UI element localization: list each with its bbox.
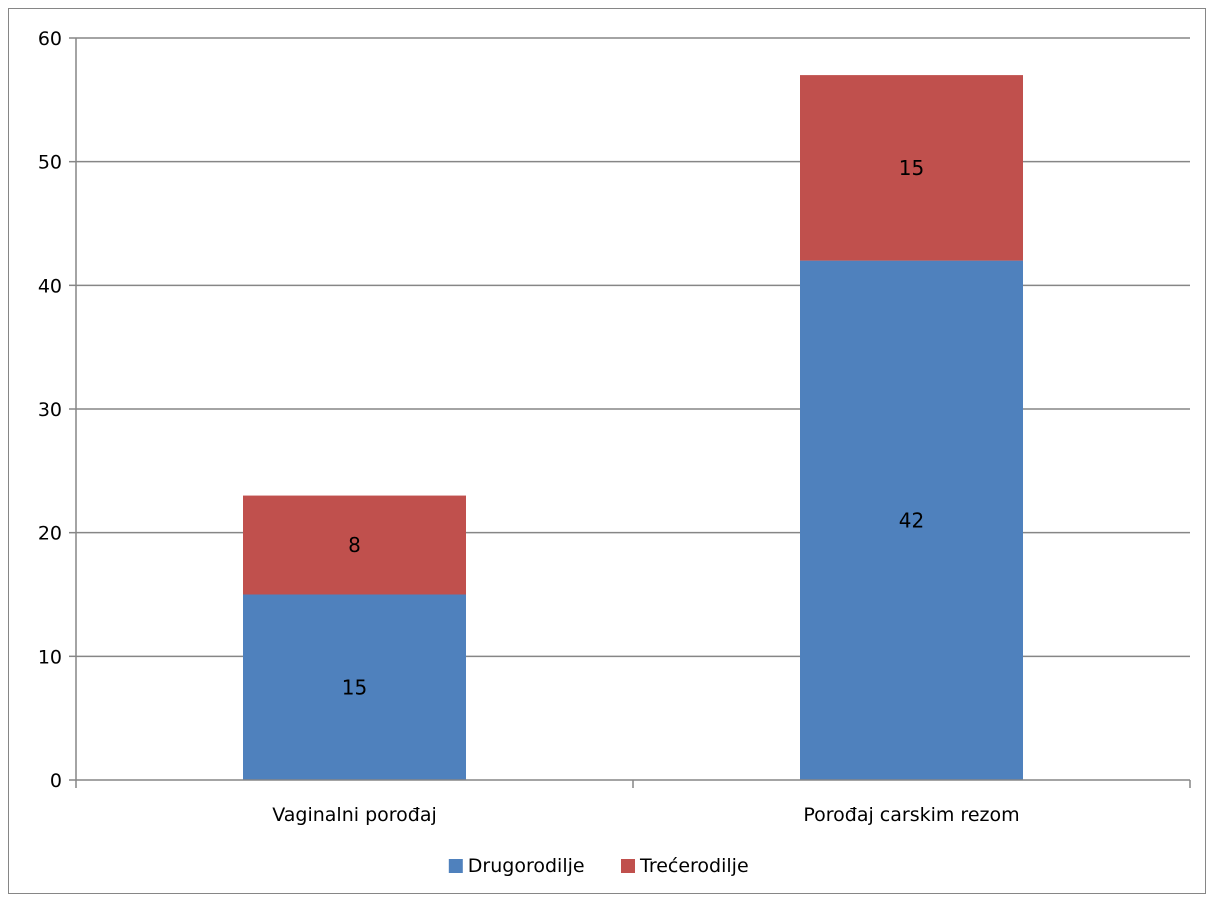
y-tick-label: 60 — [38, 28, 62, 50]
y-tick-label: 20 — [38, 523, 62, 545]
data-label: 15 — [342, 675, 367, 699]
bar-segment-trećerodilje — [800, 75, 1023, 261]
legend-label: Drugorodilje — [468, 855, 585, 877]
y-tick-label: 50 — [38, 152, 62, 174]
y-tick-label: 40 — [38, 275, 62, 297]
y-tick-label: 10 — [38, 646, 62, 668]
bar-segment-drugorodilje — [800, 260, 1023, 781]
axes — [69, 37, 1191, 788]
bars — [243, 75, 1023, 781]
legend: Drugorodilje Trećerodilje — [448, 855, 749, 877]
bar-segment-drugorodilje — [243, 594, 466, 780]
labels: 0 10 20 30 40 50 60 15 8 Vaginalni porođaj 42 15 Por… — [38, 28, 1020, 826]
y-tick-label: 30 — [38, 399, 62, 421]
x-category-label: Vaginalni porođaj — [272, 804, 437, 826]
bar-segment-trećerodilje — [243, 495, 466, 595]
y-tick-label: 0 — [50, 770, 62, 792]
legend-label: Trećerodilje — [639, 855, 749, 877]
data-label: 8 — [348, 533, 361, 557]
data-label: 15 — [899, 156, 924, 180]
legend-swatch-trećerodilje — [621, 859, 635, 873]
legend-swatch-drugorodilje — [448, 859, 463, 873]
data-label: 42 — [899, 508, 924, 532]
x-category-label: Porođaj carskim rezom — [803, 804, 1019, 826]
